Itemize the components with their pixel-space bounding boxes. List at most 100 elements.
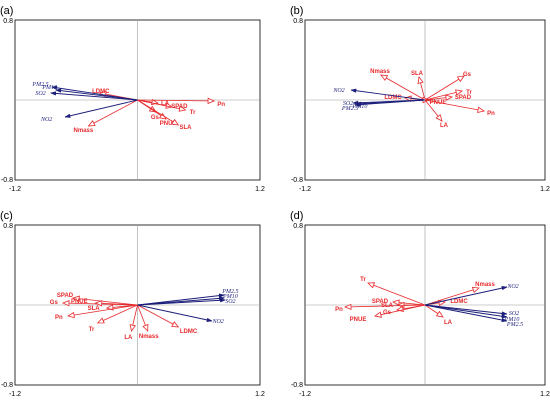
arrow-shaft (424, 75, 465, 101)
arrow-label-gs: Gs (151, 115, 160, 121)
arrow-shaft (137, 294, 225, 306)
arrowhead (171, 118, 180, 126)
arrowhead (94, 300, 103, 307)
biplot-panel-2: (b)0.8 -0.8 -1.2 1.2 Nmass SLA LDMC PNUE Gs TrSPA… (290, 5, 550, 193)
arrow-sla: SLA (137, 99, 192, 131)
arrow-label-pm10: PM10 (352, 104, 368, 110)
arrow-label-pm2-5: PM2.5 (221, 289, 238, 295)
arrow-pn: Pn (55, 304, 138, 321)
arrow-nmass: Nmass (370, 69, 426, 101)
arrow-pnue: PNUE (71, 299, 138, 307)
arrowhead (67, 311, 75, 319)
arrow-spad: SPAD (424, 94, 472, 101)
y-tick-min: -0.8 (1, 177, 13, 184)
arrow-label-ldmc: LDMC (180, 329, 198, 335)
arrow-label-pnue: PNUE (430, 100, 447, 106)
arrowhead (72, 295, 80, 302)
y-tick-min: -0.8 (1, 382, 13, 389)
arrowhead (49, 91, 57, 96)
arrow-pm2-5: PM2.5 (424, 304, 523, 328)
arrow-la: LA (124, 304, 138, 341)
arrow-tr: Tr (89, 304, 138, 333)
arrow-shaft (344, 304, 426, 308)
arrowhead (435, 310, 444, 318)
arrow-label-nmass: Nmass (139, 334, 159, 340)
arrow-label-so2: SO2 (225, 299, 235, 305)
arrow-label-pnue: PNUE (350, 317, 367, 323)
arrow-tr: Tr (360, 277, 426, 306)
arrowhead (354, 102, 361, 107)
arrowhead (471, 286, 480, 294)
arrow-pn: Pn (137, 97, 225, 108)
arrowhead (435, 114, 443, 122)
arrow-label-no2: NO2 (40, 117, 52, 123)
arrow-label-so2: SO2 (35, 91, 45, 97)
arrow-shaft (424, 287, 480, 306)
arrowhead (87, 120, 96, 127)
arrowhead (501, 286, 508, 291)
arrow-pm10: PM10 (424, 304, 520, 323)
arrowhead (343, 303, 352, 310)
arrow-label-pnue: PNUE (71, 299, 88, 305)
x-tick-min: -1.2 (9, 391, 21, 398)
x-tick-max: 1.2 (540, 391, 550, 398)
x-tick-min: -1.2 (299, 186, 311, 193)
arrow-label-pm10: PM10 (41, 85, 57, 91)
x-tick-min: -1.2 (9, 186, 21, 193)
arrow-nmass: Nmass (137, 304, 159, 340)
panel-label: (a) (0, 5, 13, 17)
arrow-so2: SO2 (424, 304, 519, 317)
panel-label: (c) (0, 210, 13, 222)
arrow-shaft (88, 99, 138, 127)
y-tick-min: -0.8 (291, 177, 303, 184)
arrow-label-pm2-5: PM2.5 (341, 106, 358, 112)
arrow-shaft (137, 299, 226, 306)
arrow-label-nmass: Nmass (74, 128, 94, 134)
arrow-label-sla: SLA (411, 71, 424, 77)
arrowhead (129, 324, 136, 332)
arrowhead (417, 76, 424, 85)
arrow-label-la: LA (440, 123, 449, 129)
arrow-pn: Pn (424, 99, 495, 117)
arrow-shaft (137, 99, 186, 111)
arrow-shaft (97, 304, 138, 324)
arrow-label-sla: SLA (88, 306, 101, 312)
arrow-label-la: LA (124, 335, 133, 341)
arrowhead (391, 299, 400, 306)
arrowhead (55, 88, 62, 93)
arrow-label-pn: Pn (55, 315, 63, 321)
arrow-no2: NO2 (424, 284, 519, 306)
x-tick-max: 1.2 (255, 391, 265, 398)
arrow-shaft (64, 99, 138, 118)
x-tick-max: 1.2 (540, 186, 550, 193)
y-tick-max: 0.8 (3, 223, 13, 230)
arrow-spad: SPAD (57, 293, 138, 306)
arrow-la: LA (424, 304, 453, 326)
arrowhead (374, 311, 382, 318)
arrow-label-pm2-5: PM2.5 (31, 82, 48, 88)
arrow-label-no2: NO2 (211, 319, 223, 325)
arrowhead (96, 317, 105, 324)
arrow-shaft (367, 282, 426, 306)
arrow-shaft (374, 304, 426, 317)
arrowhead (501, 311, 508, 316)
y-tick-max: 0.8 (293, 223, 303, 230)
arrow-tr: Tr (424, 89, 472, 101)
arrow-pm2-5: PM2.5 (341, 99, 426, 112)
arrowhead (171, 321, 180, 328)
arrow-tr: Tr (137, 99, 196, 116)
arrowhead (456, 75, 465, 83)
y-tick-max: 0.8 (3, 18, 13, 25)
arrow-label-ldmc: LDMC (450, 299, 468, 305)
arrow-pnue: PNUE (350, 304, 426, 323)
arrow-shaft (424, 304, 508, 322)
arrow-shaft (137, 304, 213, 322)
arrow-label-pm10: PM10 (504, 317, 520, 323)
arrow-label-so2: SO2 (343, 101, 353, 107)
arrow-label-tr: Tr (360, 277, 366, 283)
y-tick-max: 0.8 (293, 18, 303, 25)
arrow-label-ldmc: LDMC (384, 95, 402, 101)
arrowhead (380, 74, 389, 81)
